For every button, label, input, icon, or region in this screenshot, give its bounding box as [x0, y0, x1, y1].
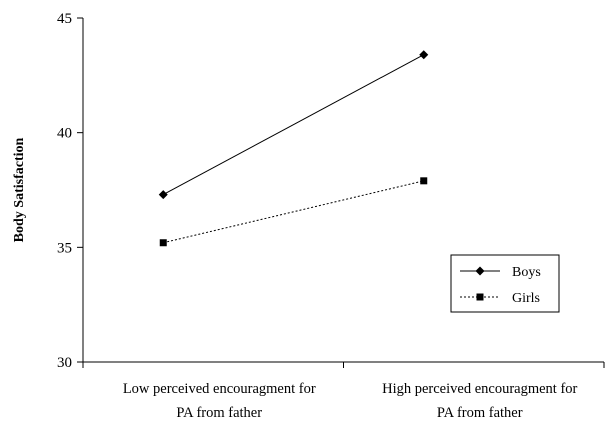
x-tick-label: Low perceived encouragment for [123, 381, 316, 397]
y-tick-label: 30 [57, 355, 72, 371]
legend-marker [477, 294, 484, 301]
series-line [163, 55, 424, 195]
series-girls [160, 177, 428, 246]
data-point [159, 190, 168, 199]
x-tick-label: PA from father [176, 405, 262, 421]
y-tick-label: 35 [57, 240, 72, 256]
legend-label: Boys [512, 265, 541, 280]
data-point [419, 50, 428, 59]
legend-label: Girls [512, 291, 540, 306]
x-tick-label: PA from father [437, 405, 523, 421]
series-boys [159, 50, 429, 199]
series-area [159, 50, 429, 246]
legend: Boys Girls [451, 255, 559, 312]
y-tick-label: 40 [57, 126, 72, 142]
y-axis: 30 35 40 45 [57, 11, 83, 371]
data-point [160, 239, 167, 246]
x-axis: Low perceived encouragment for PA from fa… [83, 362, 604, 421]
series-line [163, 181, 424, 243]
y-axis-label: Body Satisfaction [12, 137, 27, 242]
x-tick-label: High perceived encouragment for [382, 381, 577, 397]
y-tick-label: 45 [57, 11, 72, 27]
data-point [420, 177, 427, 184]
legend-box [451, 255, 559, 312]
